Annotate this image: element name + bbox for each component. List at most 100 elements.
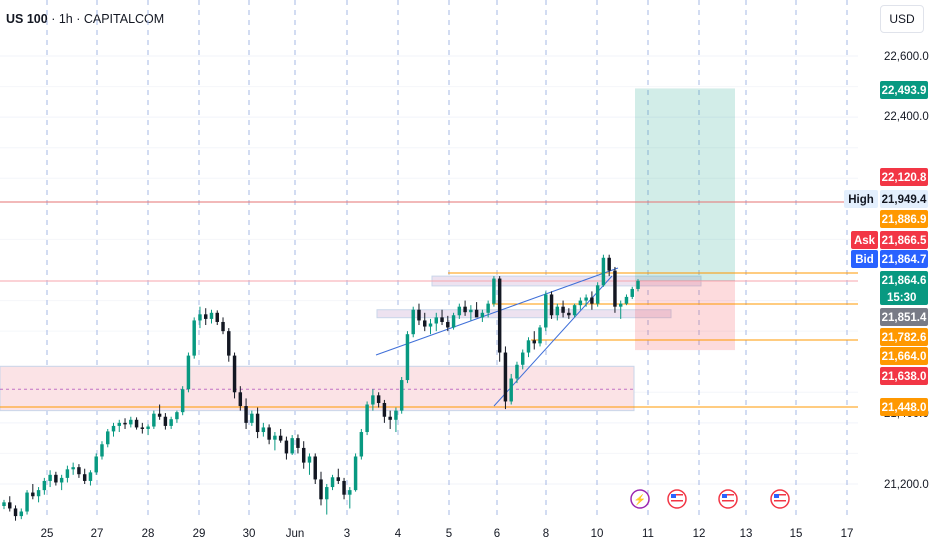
position-stop-zone: [635, 280, 735, 351]
us-flag-event-icon: [774, 494, 779, 498]
candle-body: [549, 294, 554, 316]
us-flag-event-icon: [774, 503, 786, 505]
candle-body: [301, 447, 306, 463]
candle-body: [474, 309, 479, 318]
us-flag-event-icon: [671, 497, 683, 499]
exchange-label: CAPITALCOM: [83, 12, 165, 26]
us-flag-event-icon: [671, 494, 683, 496]
candle-body: [140, 427, 145, 429]
us-flag-event-icon: [722, 494, 727, 498]
time-axis-label: 17: [841, 528, 854, 540]
candle-body: [278, 435, 283, 441]
candle-body: [175, 412, 179, 420]
candle-body: [607, 257, 611, 271]
candle-body: [486, 303, 490, 313]
candle-body: [532, 340, 536, 344]
candle-body: [146, 426, 150, 429]
candle-body: [2, 502, 6, 507]
price-tag-value: 21,638.0: [882, 371, 927, 383]
price-tag-value: 21,664.0: [882, 351, 927, 363]
candle-body: [59, 477, 64, 483]
candle-body: [307, 456, 312, 463]
time-axis-label: 13: [740, 528, 753, 540]
candle-body: [434, 317, 439, 324]
candle-body: [232, 355, 237, 393]
candle-body: [319, 479, 323, 500]
time-axis-label: 28: [142, 528, 155, 540]
candle-body: [325, 487, 329, 500]
candle-body: [411, 309, 415, 335]
candle-body: [77, 467, 81, 475]
candle-body: [261, 427, 266, 433]
candle-body: [561, 306, 565, 313]
resistance-zone-mid: [376, 309, 672, 319]
time-axis-label: 8: [543, 528, 549, 540]
price-tag-value: 21,851.4: [882, 312, 927, 324]
price-tag-value: 21,782.6: [882, 332, 927, 344]
candle-body: [273, 435, 277, 440]
time-axis-label: 12: [693, 528, 706, 540]
time-axis-label: Jun: [286, 528, 305, 540]
price-tag-value: 21,886.9: [882, 214, 927, 226]
time-axis-label: 5: [446, 528, 452, 540]
price-tag: [880, 398, 928, 416]
candle-body: [250, 413, 254, 423]
price-tag-label: High: [848, 194, 874, 206]
candle-body: [601, 257, 606, 286]
candle-body: [152, 413, 156, 427]
candle-body: [359, 432, 364, 457]
candle-body: [440, 317, 444, 322]
time-axis-label: 11: [642, 528, 654, 540]
candle-body: [13, 508, 18, 517]
candle-body: [123, 422, 127, 425]
candle-body: [538, 327, 542, 344]
candle-body: [117, 422, 122, 426]
candle-body: [169, 419, 173, 426]
candle-body: [613, 270, 617, 307]
candle-body: [515, 364, 519, 379]
price-tag: [880, 210, 928, 228]
candle-body: [244, 406, 248, 423]
candle-body: [394, 410, 398, 420]
position-target-zone: [635, 88, 735, 281]
candle-body: [618, 303, 623, 307]
time-axis-label: 10: [591, 528, 604, 540]
currency-button[interactable]: USD: [880, 5, 924, 33]
candle-body: [215, 312, 219, 322]
price-tag: [880, 328, 928, 346]
candle-body: [428, 323, 433, 327]
price-tag-value: 22,493.9: [882, 85, 927, 97]
lightning-event-icon: [630, 489, 650, 509]
candle-body: [227, 331, 231, 356]
us-flag-event-icon: [671, 503, 683, 505]
price-tag-label: Ask: [854, 235, 876, 247]
candle-body: [284, 440, 289, 454]
candle-body: [330, 477, 335, 488]
price-tag: [880, 81, 928, 99]
us-flag-event-icon: [671, 494, 676, 498]
candle-body: [405, 334, 410, 381]
candle-body: [100, 444, 104, 457]
candle-body: [42, 480, 47, 491]
price-tag-label-box: [851, 231, 878, 249]
candle-body: [376, 395, 381, 403]
candle-body: [382, 402, 387, 417]
candle-body: [469, 309, 473, 313]
candle-body: [313, 456, 317, 480]
price-tag-label: Bid: [855, 254, 874, 266]
candle-body: [25, 492, 29, 512]
candle-body: [71, 467, 75, 470]
support-zone: [0, 365, 635, 412]
time-axis-label: 3: [344, 528, 350, 540]
candle-body: [457, 306, 462, 316]
us-flag-event-icon: [722, 500, 734, 502]
candle-body: [36, 490, 41, 497]
chart-title: US 100 · 1h · CAPITALCOM: [6, 12, 165, 26]
us-flag-event-icon: [770, 489, 790, 509]
candle-body: [163, 416, 168, 426]
price-tag-value: 21,864.6: [882, 275, 927, 287]
candle-body: [567, 312, 571, 316]
time-axis-label: 29: [193, 528, 206, 540]
candle-body: [157, 413, 162, 417]
